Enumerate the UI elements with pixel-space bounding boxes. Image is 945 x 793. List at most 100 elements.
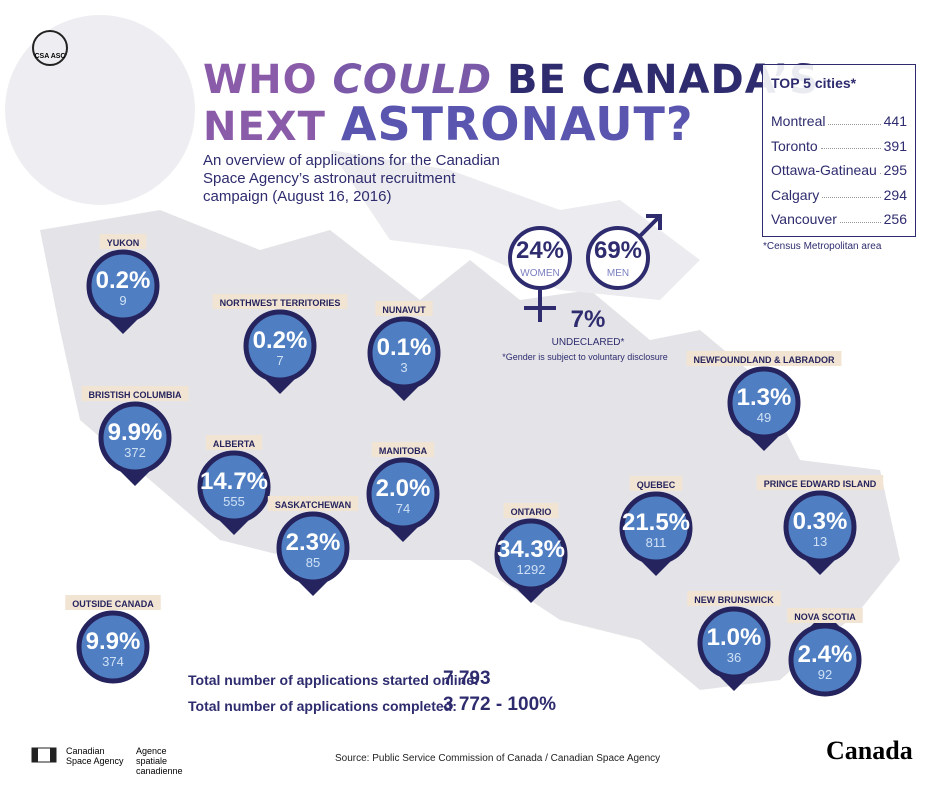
region-label-bg — [81, 386, 189, 401]
title-word: WHO — [203, 57, 318, 103]
region-percent: 2.4% — [798, 641, 853, 668]
region-label-bg — [205, 435, 263, 450]
city-count: 295 — [883, 162, 907, 179]
pin — [197, 450, 271, 524]
city-count: 441 — [883, 113, 907, 130]
region-label-bg — [371, 442, 435, 457]
gender-note: *Gender is subject to voluntary disclosu… — [502, 352, 668, 362]
region-count: 92 — [818, 667, 832, 682]
region-count: 49 — [757, 410, 771, 425]
women-percent: 24% — [516, 237, 564, 264]
pin — [788, 623, 862, 697]
agency-en: Canadian Space Agency — [66, 746, 124, 766]
pin — [86, 249, 160, 323]
title-word: COULD — [332, 57, 493, 103]
region-count: 1292 — [517, 562, 546, 577]
region-label-bg — [65, 595, 161, 610]
region-percent: 0.2% — [96, 267, 151, 294]
region-name: ONTARIO — [511, 507, 552, 517]
region-name: QUEBEC — [637, 480, 676, 490]
dots — [828, 123, 881, 125]
dots — [839, 221, 881, 223]
region-count: 13 — [813, 534, 827, 549]
city-name: Montreal — [771, 113, 826, 130]
men-arrow — [638, 214, 662, 238]
title-word: ASTRONAUT? — [340, 97, 694, 151]
region-label-bg — [686, 351, 842, 366]
region-name: PRINCE EDWARD ISLAND — [764, 479, 877, 489]
region-percent: 2.3% — [286, 529, 341, 556]
region-count: 3 — [400, 360, 407, 375]
city-count: 391 — [883, 137, 907, 154]
logo-text: CSA ASC — [35, 53, 66, 60]
region-name: NUNAVUT — [382, 305, 426, 315]
region-label-bg — [787, 608, 863, 623]
region-name: NOVA SCOTIA — [794, 612, 856, 622]
pin — [367, 316, 441, 390]
top-cities-box: TOP 5 cities* Montreal 441 Toronto 391 Ottaw… — [762, 64, 916, 237]
region-count: 372 — [124, 445, 146, 460]
region-count: 85 — [306, 555, 320, 570]
region-label-bg — [687, 591, 781, 606]
city-count: 294 — [883, 186, 907, 203]
city-name: Ottawa-Gatineau — [771, 162, 877, 179]
region-name: NEW BRUNSWICK — [694, 595, 774, 605]
cities-note: *Census Metropolitan area — [763, 241, 882, 252]
region-percent: 34.3% — [497, 536, 565, 563]
undeclared-percent: 7% — [571, 306, 606, 333]
pin — [98, 401, 172, 475]
flag-band — [50, 748, 56, 762]
agency-fr: Agence spatiale canadienne — [136, 746, 183, 776]
pin — [366, 457, 440, 531]
city-row: Montreal 441 — [771, 109, 907, 134]
source: Source: Public Service Commission of Can… — [335, 753, 661, 764]
city-name: Vancouver — [771, 211, 837, 228]
region-percent: 2.0% — [376, 475, 431, 502]
undeclared-label: UNDECLARED* — [552, 337, 625, 348]
region-name: SASKATCHEWAN — [275, 500, 351, 510]
region-percent: 0.1% — [377, 334, 432, 361]
region-count: 811 — [646, 535, 667, 550]
region-label-bg — [99, 234, 147, 249]
region-name: BRISTISH COLUMBIA — [89, 390, 182, 400]
men-symbol — [586, 226, 650, 290]
astronaut-image — [5, 15, 195, 205]
total-label: Total number of applications started onl… — [188, 672, 479, 688]
region-percent: 14.7% — [200, 468, 268, 495]
total-label: Total number of applications completed: — [188, 698, 457, 714]
city-row: Vancouver 256 — [771, 207, 907, 232]
pin — [697, 606, 771, 680]
men-percent: 69% — [594, 237, 642, 264]
city-row: Ottawa-Gatineau 295 — [771, 158, 907, 183]
city-row: Toronto 391 — [771, 134, 907, 159]
region-percent: 1.0% — [707, 624, 762, 651]
region-label-bg — [629, 476, 683, 491]
region-percent: 9.9% — [108, 419, 163, 446]
flag-band — [32, 748, 38, 762]
total-value: 7 793 — [443, 668, 491, 689]
pin — [243, 309, 317, 383]
region-label-bg — [267, 496, 359, 511]
region-label-bg — [503, 503, 559, 518]
region-count: 374 — [102, 654, 124, 669]
pin — [619, 491, 693, 565]
title-word: NEXT — [203, 104, 326, 150]
city-row: Calgary 294 — [771, 183, 907, 208]
city-rows: Montreal 441 Toronto 391 Ottawa-Gatineau 295 C… — [763, 109, 915, 232]
pin — [76, 610, 150, 684]
region-name: NORTHWEST TERRITORIES — [220, 298, 341, 308]
wordmark: Canada — [826, 736, 913, 765]
dots — [820, 148, 881, 150]
region-percent: 0.2% — [253, 327, 308, 354]
women-symbol — [508, 226, 572, 290]
region-percent: 9.9% — [86, 628, 141, 655]
region-label-bg — [375, 301, 433, 316]
region-percent: 1.3% — [737, 384, 792, 411]
region-name: NEWFOUNDLAND & LABRADOR — [694, 355, 835, 365]
total-value: 3 772 - 100% — [443, 694, 557, 715]
region-percent: 21.5% — [622, 509, 690, 536]
pin — [494, 518, 568, 592]
region-count: 9 — [119, 293, 126, 308]
